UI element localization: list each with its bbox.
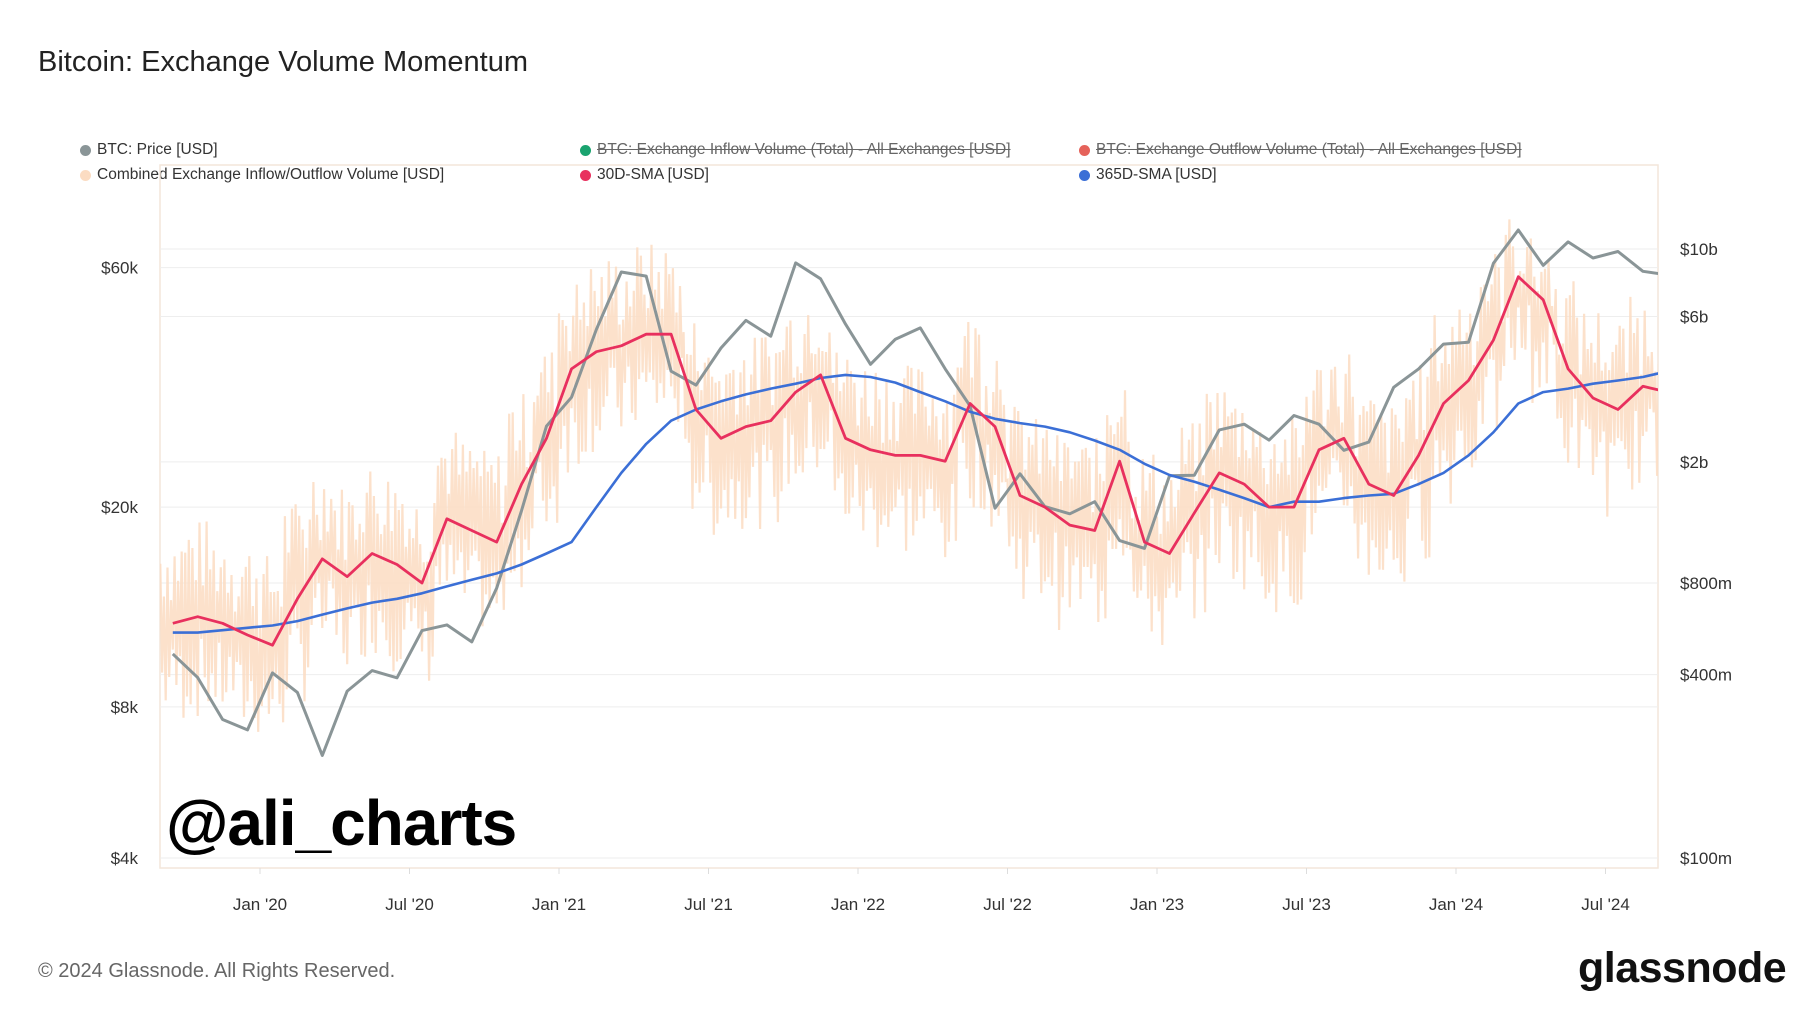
x-tick-label: Jul '23 xyxy=(1282,895,1331,914)
legend-label: 365D-SMA [USD] xyxy=(1096,166,1217,183)
x-tick-label: Jul '22 xyxy=(983,895,1032,914)
legend-label: BTC: Price [USD] xyxy=(97,141,218,158)
legend-dot-icon xyxy=(580,144,591,156)
y-right-tick-label: $6b xyxy=(1680,308,1708,327)
legend-dot-icon xyxy=(1079,144,1090,156)
y-left-tick-label: $20k xyxy=(101,498,138,517)
y-left-tick-label: $4k xyxy=(111,849,139,868)
legend-label: Combined Exchange Inflow/Outflow Volume … xyxy=(97,166,445,183)
legend-item-inflow[interactable]: BTC: Exchange Inflow Volume (Total) - Al… xyxy=(580,141,1011,159)
sma-365d-line xyxy=(172,372,1658,634)
y-right-tick-label: $2b xyxy=(1680,453,1708,472)
legend-item-combined-volume[interactable]: Combined Exchange Inflow/Outflow Volume … xyxy=(80,166,444,184)
sma-30d-line xyxy=(172,275,1658,647)
y-right-tick-label: $10b xyxy=(1680,240,1718,259)
copyright-footer: © 2024 Glassnode. All Rights Reserved. xyxy=(38,960,396,982)
legend-item-365d-sma[interactable]: 365D-SMA [USD] xyxy=(1079,166,1217,184)
y-right-tick-label: $400m xyxy=(1680,666,1732,685)
x-tick-label: Jan '24 xyxy=(1429,895,1483,914)
y-right-tick-label: $800m xyxy=(1680,574,1732,593)
legend-dot-icon xyxy=(580,169,591,181)
legend-item-btc-price[interactable]: BTC: Price [USD] xyxy=(80,141,218,159)
x-tick-label: Jan '21 xyxy=(532,895,586,914)
legend-dot-icon xyxy=(80,144,91,156)
legend-dot-icon xyxy=(80,169,91,181)
y-left-tick-label: $8k xyxy=(111,698,139,717)
watermark: @ali_charts xyxy=(166,787,517,859)
combined-volume-line xyxy=(160,219,1658,732)
legend-dot-icon xyxy=(1079,169,1090,181)
x-tick-label: Jan '20 xyxy=(233,895,287,914)
plot-area xyxy=(159,164,1659,869)
x-tick-label: Jan '22 xyxy=(831,895,885,914)
x-tick-label: Jul '21 xyxy=(684,895,733,914)
y-right-tick-label: $100m xyxy=(1680,849,1732,868)
legend-label: BTC: Exchange Outflow Volume (Total) - A… xyxy=(1096,141,1522,158)
legend-item-outflow[interactable]: BTC: Exchange Outflow Volume (Total) - A… xyxy=(1079,141,1522,159)
x-tick-label: Jul '24 xyxy=(1581,895,1630,914)
glassnode-logo: glassnode xyxy=(1578,944,1787,992)
y-left-tick-label: $60k xyxy=(101,259,138,278)
x-tick-label: Jan '23 xyxy=(1130,895,1184,914)
x-tick-label: Jul '20 xyxy=(385,895,434,914)
btc-price-line xyxy=(171,228,1658,757)
legend-label: 30D-SMA [USD] xyxy=(597,166,709,183)
legend-label: BTC: Exchange Inflow Volume (Total) - Al… xyxy=(597,141,1011,158)
chart-title: Bitcoin: Exchange Volume Momentum xyxy=(38,46,529,78)
legend-item-30d-sma[interactable]: 30D-SMA [USD] xyxy=(580,166,709,184)
